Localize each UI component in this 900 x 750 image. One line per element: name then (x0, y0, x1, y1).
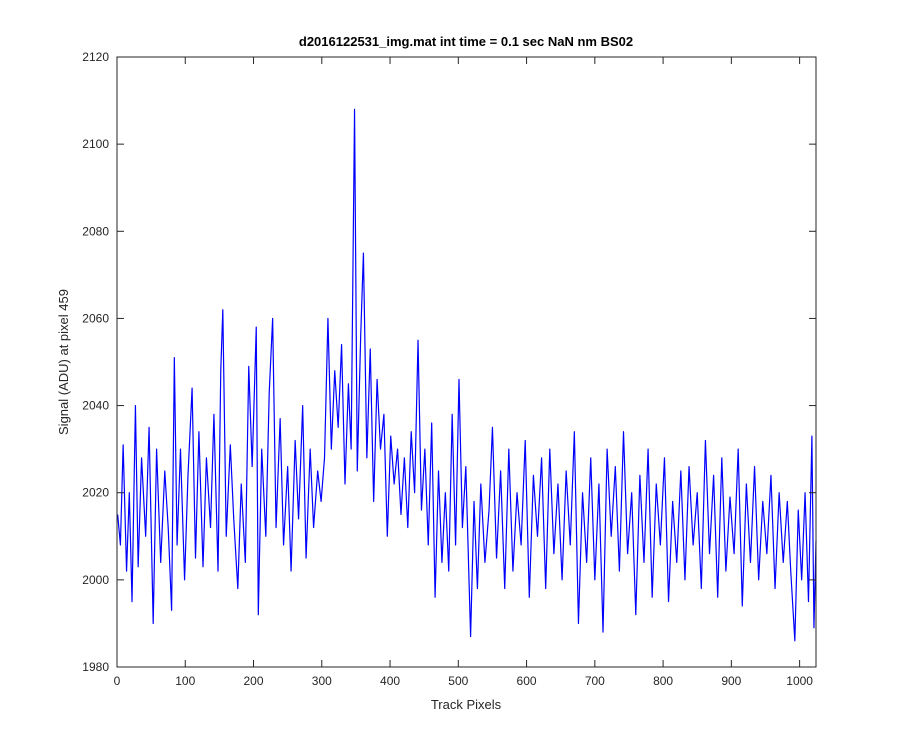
y-tick-label: 1980 (82, 660, 109, 674)
chart-title: d2016122531_img.mat int time = 0.1 sec N… (299, 34, 633, 49)
y-tick-label: 2080 (82, 224, 109, 238)
x-tick-label: 300 (312, 674, 332, 688)
x-tick-label: 200 (244, 674, 264, 688)
y-tick-label: 2100 (82, 137, 109, 151)
x-tick-label: 800 (653, 674, 673, 688)
x-tick-label: 0 (114, 674, 121, 688)
y-tick-label: 2000 (82, 573, 109, 587)
y-tick-label: 2020 (82, 486, 109, 500)
x-tick-label: 600 (517, 674, 537, 688)
x-tick-label: 100 (175, 674, 195, 688)
x-tick-label: 1000 (786, 674, 813, 688)
x-axis-label: Track Pixels (431, 697, 502, 712)
y-tick-label: 2040 (82, 399, 109, 413)
x-tick-label: 400 (380, 674, 400, 688)
x-tick-label: 500 (448, 674, 468, 688)
axes-box (116, 56, 817, 668)
x-tick-label: 700 (585, 674, 605, 688)
y-tick-label: 2060 (82, 311, 109, 325)
data-line (117, 108, 817, 642)
x-tick-label: 900 (721, 674, 741, 688)
y-axis-label: Signal (ADU) at pixel 459 (56, 289, 71, 435)
y-tick-label: 2120 (82, 50, 109, 64)
